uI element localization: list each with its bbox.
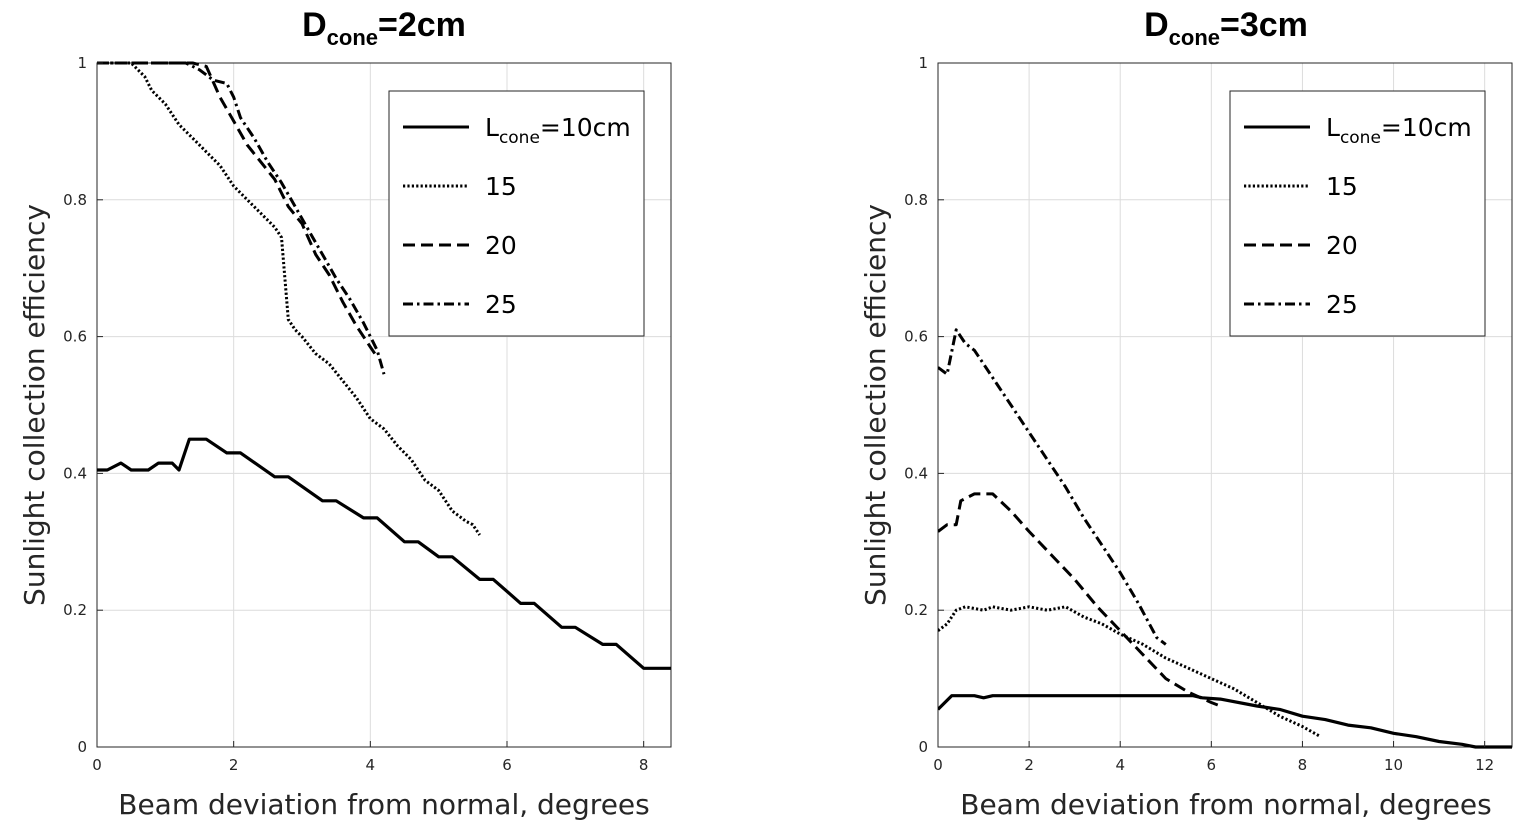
legend-label: 25 xyxy=(485,290,517,319)
title-subscript: cone xyxy=(1169,25,1220,50)
plot-frame xyxy=(937,62,1513,748)
legend-item: Lcone=10cm xyxy=(1244,113,1472,148)
legend-item: 15 xyxy=(403,172,517,201)
y-tick-label: 0.8 xyxy=(63,191,87,209)
series-line-dotted xyxy=(97,61,481,536)
title-main: D xyxy=(302,6,327,44)
tick-labels: 0 2 4 6 8 10 12 0 0.2 0.4 0.6 0.8 1 xyxy=(904,54,1494,774)
legend-box xyxy=(388,90,645,337)
chart-dcone-3cm: 0 2 4 6 8 10 12 0 0.2 0.4 0.6 0.8 1 Dcone=3cm Beam d… xyxy=(859,6,1513,821)
legend-label: Lcone=10cm xyxy=(485,113,631,148)
legend-label: 20 xyxy=(1326,231,1358,260)
series-line-dashed xyxy=(938,492,1221,708)
series-line-solid xyxy=(938,694,1512,749)
x-tick-label: 4 xyxy=(1115,756,1125,774)
legend-item: 20 xyxy=(403,231,517,260)
y-tick-label: 1 xyxy=(918,54,928,72)
legend-rows: Lcone=10cm 15 20 25 xyxy=(1244,113,1472,319)
legend-label: Lcone=10cm xyxy=(1326,113,1472,148)
legend-item: 15 xyxy=(1244,172,1358,201)
x-tick-label: 4 xyxy=(366,756,376,774)
y-axis-label: Sunlight collection efficiency xyxy=(859,204,892,606)
y-tick-label: 0.8 xyxy=(904,191,928,209)
series-line-dashdot xyxy=(97,61,386,375)
chart-title: Dcone=2cm xyxy=(302,6,466,50)
chart-title: Dcone=3cm xyxy=(1144,6,1308,50)
title-subscript: cone xyxy=(327,25,378,50)
y-tick-label: 0.2 xyxy=(904,601,928,619)
legend: Lcone=10cm 15 20 25 xyxy=(1229,90,1486,337)
legend: Lcone=10cm 15 20 25 xyxy=(388,90,645,337)
x-tick-label: 6 xyxy=(1207,756,1217,774)
title-main: D xyxy=(1144,6,1169,44)
x-tick-label: 8 xyxy=(1298,756,1308,774)
y-tick-label: 0.4 xyxy=(904,464,928,482)
y-tick-label: 0.4 xyxy=(63,464,87,482)
x-axis-label: Beam deviation from normal, degrees xyxy=(118,788,650,821)
y-tick-label: 0.2 xyxy=(63,601,87,619)
legend-box xyxy=(1229,90,1486,337)
x-tick-label: 0 xyxy=(92,756,102,774)
series-layer xyxy=(97,61,671,670)
series-line-solid xyxy=(97,437,671,670)
x-tick-label: 10 xyxy=(1384,756,1403,774)
series-line-dashed xyxy=(97,61,379,358)
series-line-dashdot xyxy=(938,328,1167,646)
y-tick-label: 1 xyxy=(77,54,87,72)
legend-item: 25 xyxy=(1244,290,1358,319)
y-axis-label: Sunlight collection efficiency xyxy=(18,204,51,606)
title-suffix: =2cm xyxy=(378,6,466,44)
legend-item: 20 xyxy=(1244,231,1358,260)
tick-labels: 0 2 4 6 8 0 0.2 0.4 0.6 0.8 1 xyxy=(63,54,648,774)
x-tick-label: 6 xyxy=(502,756,512,774)
x-tick-label: 2 xyxy=(229,756,239,774)
legend-item: Lcone=10cm xyxy=(403,113,631,148)
x-tick-label: 2 xyxy=(1024,756,1034,774)
legend-label: 15 xyxy=(485,172,517,201)
y-tick-label: 0 xyxy=(918,738,928,756)
legend-label: 25 xyxy=(1326,290,1358,319)
y-tick-label: 0.6 xyxy=(904,328,928,346)
legend-item: 25 xyxy=(403,290,517,319)
x-tick-label: 0 xyxy=(933,756,943,774)
legend-label: 15 xyxy=(1326,172,1358,201)
x-axis-label: Beam deviation from normal, degrees xyxy=(960,788,1492,821)
legend-label: 20 xyxy=(485,231,517,260)
series-layer xyxy=(938,328,1512,749)
x-tick-label: 12 xyxy=(1475,756,1494,774)
y-tick-label: 0 xyxy=(77,738,87,756)
chart-dcone-2cm: 0 2 4 6 8 0 0.2 0.4 0.6 0.8 1 Dcone=2cm Beam devia… xyxy=(18,6,672,821)
plot-frame xyxy=(96,62,672,748)
x-tick-label: 8 xyxy=(639,756,649,774)
legend-rows: Lcone=10cm 15 20 25 xyxy=(403,113,631,319)
title-suffix: =3cm xyxy=(1220,6,1308,44)
y-tick-label: 0.6 xyxy=(63,328,87,346)
